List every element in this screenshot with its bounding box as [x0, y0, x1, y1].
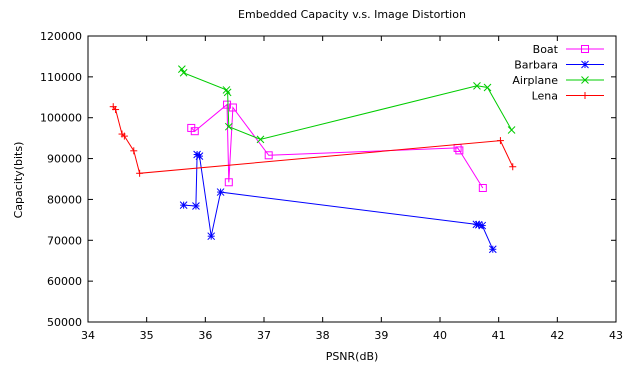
- chart-title: Embedded Capacity v.s. Image Distortion: [238, 8, 466, 21]
- series-airplane: [178, 65, 516, 144]
- data-point-boat: [478, 183, 487, 192]
- data-point-lena: [509, 163, 517, 171]
- data-point-barbara: [207, 232, 216, 241]
- data-point-airplane: [179, 68, 188, 77]
- legend-item-airplane: Airplane: [512, 74, 604, 87]
- y-tick-label: 110000: [40, 71, 82, 84]
- series-line-boat: [190, 103, 484, 189]
- legend-item-barbara: Barbara: [514, 59, 604, 72]
- data-point-airplane: [178, 65, 186, 73]
- series-lena: [109, 103, 517, 177]
- legend-marker-airplane: [581, 76, 589, 84]
- x-tick-label: 42: [550, 329, 564, 342]
- legend-label-lena: Lena: [532, 90, 558, 103]
- legend-marker-lena: [581, 92, 589, 99]
- y-tick-label: 90000: [47, 153, 82, 166]
- y-tick-label: 80000: [47, 193, 82, 206]
- data-point-lena: [136, 169, 144, 177]
- x-tick-label: 38: [316, 329, 330, 342]
- x-tick-label: 34: [81, 329, 95, 342]
- data-point-airplane: [507, 126, 516, 134]
- data-point-boat: [190, 127, 199, 136]
- x-tick-label: 40: [433, 329, 447, 342]
- y-tick-label: 120000: [40, 30, 82, 43]
- data-point-lena: [120, 132, 128, 140]
- x-tick-label: 39: [374, 329, 388, 342]
- series-boat: [187, 100, 487, 192]
- legend-label-airplane: Airplane: [512, 74, 558, 87]
- x-tick-label: 35: [140, 329, 154, 342]
- series-layer: [109, 65, 517, 254]
- data-point-airplane: [483, 83, 492, 92]
- x-tick-label: 43: [609, 329, 623, 342]
- x-tick-label: 37: [257, 329, 271, 342]
- data-point-airplane: [224, 122, 233, 131]
- data-point-barbara: [179, 201, 188, 210]
- data-point-lena: [496, 137, 504, 145]
- y-tick-label: 50000: [47, 316, 82, 329]
- legend-label-boat: Boat: [533, 43, 559, 56]
- x-tick-label: 36: [198, 329, 212, 342]
- axes: 34 35 36 37 38 39 40 41 42 43 50000 60000 70000 80000…: [40, 30, 623, 342]
- data-point-barbara: [216, 188, 225, 196]
- y-tick-label: 70000: [47, 234, 82, 247]
- series-barbara: [179, 150, 497, 254]
- data-point-barbara: [195, 152, 204, 160]
- data-point-airplane: [223, 88, 232, 97]
- data-point-barbara: [192, 202, 200, 210]
- legend-label-barbara: Barbara: [514, 59, 558, 72]
- data-point-lena: [130, 147, 138, 155]
- legend-marker-boat: [581, 45, 589, 53]
- legend-item-lena: Lena: [532, 90, 604, 103]
- y-tick-label: 60000: [47, 275, 82, 288]
- data-point-barbara: [488, 245, 497, 254]
- data-point-barbara: [478, 221, 487, 230]
- legend-item-boat: Boat: [533, 43, 604, 56]
- data-point-boat: [264, 151, 273, 160]
- data-point-boat: [455, 146, 464, 155]
- y-axis-title: Capacity(bits): [12, 142, 25, 219]
- y-tick-label: 100000: [40, 112, 82, 125]
- series-line-lena: [112, 106, 514, 174]
- data-point-airplane: [473, 81, 481, 90]
- data-point-boat: [223, 100, 232, 109]
- data-point-boat: [228, 103, 237, 112]
- legend: Boat Barbara Airplane Lena: [512, 43, 604, 103]
- legend-marker-barbara: [581, 60, 589, 69]
- data-point-airplane: [222, 86, 231, 94]
- x-tick-label: 41: [492, 329, 506, 342]
- data-point-airplane: [256, 135, 265, 144]
- plot-frame: [87, 35, 617, 323]
- x-axis-title: PSNR(dB): [326, 350, 379, 363]
- data-point-lena: [112, 106, 120, 114]
- data-point-boat: [224, 178, 233, 187]
